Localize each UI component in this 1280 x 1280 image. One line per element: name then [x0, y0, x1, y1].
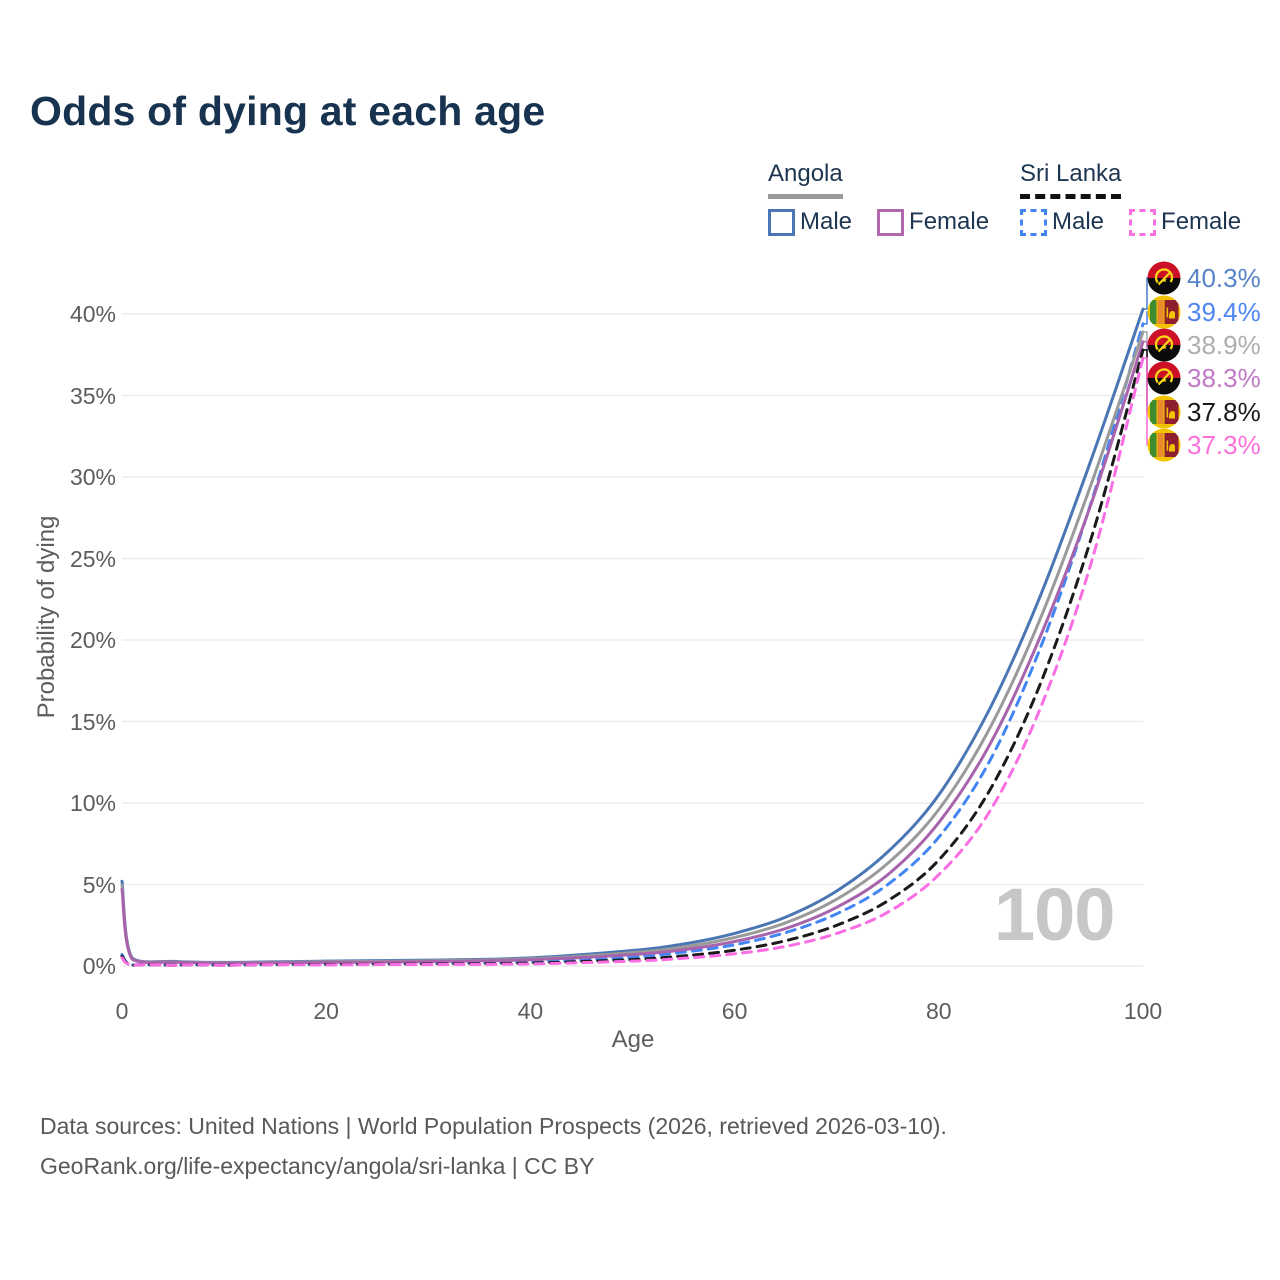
angola-flag-icon	[1147, 328, 1181, 362]
series-line-sri-lanka-male[interactable]	[120, 322, 1145, 967]
legend-group-srilanka: Sri Lanka Male Female	[1020, 160, 1261, 236]
y-tick-label: 35%	[69, 382, 116, 409]
legend-label-srilanka-male: Male	[1052, 208, 1105, 235]
legend-country-angola[interactable]: Angola	[768, 160, 843, 199]
x-tick-label: 40	[517, 998, 544, 1024]
y-tick-label: 20%	[69, 627, 116, 653]
legend-row-srilanka: Male Female	[1020, 208, 1261, 236]
sri-lanka-flag-icon	[1147, 395, 1181, 429]
footer: Data sources: United Nations | World Pop…	[40, 1106, 947, 1186]
srilanka-male-swatch-icon	[1020, 208, 1047, 236]
end-label-angola-female: 38.3%	[1147, 361, 1261, 395]
series-line-angola-male[interactable]	[120, 307, 1145, 964]
legend-label-angola-female: Female	[909, 208, 990, 235]
georank-link[interactable]: GeoRank.org/life-expectancy/angola/sri-l…	[40, 1153, 595, 1179]
sri-lanka-flag-icon	[1147, 428, 1181, 462]
end-label-angola-male: 40.3%	[1147, 261, 1261, 295]
y-tick-label: 5%	[82, 871, 116, 898]
angola-female-swatch-icon	[877, 208, 905, 236]
y-tick-label: 25%	[69, 545, 116, 572]
x-tick-label: 60	[721, 998, 748, 1024]
hover-age-watermark: 100	[994, 873, 1115, 956]
x-tick-label: 100	[1123, 998, 1163, 1024]
series-line-sri-lanka[interactable]	[120, 348, 1145, 967]
x-tick-label: 80	[926, 998, 952, 1024]
legend-row-angola: Male Female	[768, 208, 1009, 236]
end-label-sri-lanka: 37.8%	[1147, 395, 1261, 429]
legend-item-srilanka-female[interactable]: Female	[1129, 208, 1241, 236]
end-label-angola: 38.9%	[1147, 328, 1261, 362]
end-value: 37.3%	[1187, 429, 1261, 460]
angola-flag-icon	[1147, 361, 1181, 395]
end-value: 40.3%	[1187, 262, 1261, 293]
series-line-angola[interactable]	[120, 330, 1145, 965]
legend-label-angola-male: Male	[800, 208, 853, 235]
legend-country-srilanka[interactable]: Sri Lanka	[1020, 160, 1122, 199]
x-tick-label: 20	[313, 998, 339, 1024]
end-label-sri-lanka-female: 37.3%	[1147, 428, 1261, 462]
y-tick-label: 15%	[69, 708, 116, 735]
legend-item-angola-male[interactable]: Male	[768, 208, 852, 236]
angola-flag-icon	[1147, 261, 1181, 295]
sri-lanka-flag-icon	[1147, 295, 1181, 329]
x-axis-title: Age	[611, 1026, 655, 1053]
series-line-angola-female[interactable]	[120, 340, 1145, 965]
legend-item-srilanka-male[interactable]: Male	[1020, 208, 1104, 236]
legend-item-angola-female[interactable]: Female	[877, 208, 989, 236]
x-tick-label: 0	[115, 998, 129, 1024]
legend-group-angola: Angola Male Female	[768, 160, 1009, 236]
end-value: 38.9%	[1187, 329, 1261, 360]
y-tick-label: 30%	[69, 464, 116, 490]
page-title: Odds of dying at each age	[30, 88, 546, 134]
end-value: 38.3%	[1187, 362, 1261, 393]
y-axis-title: Probability of dying	[33, 515, 60, 719]
legend-label-srilanka-female: Female	[1161, 208, 1242, 235]
series-line-sri-lanka-female[interactable]	[120, 356, 1145, 968]
y-tick-label: 10%	[69, 790, 116, 816]
angola-male-swatch-icon	[768, 208, 795, 236]
y-tick-label: 40%	[69, 301, 116, 327]
srilanka-female-swatch-icon	[1129, 208, 1157, 236]
end-value: 39.4%	[1187, 296, 1261, 327]
end-value: 37.8%	[1187, 396, 1261, 427]
y-tick-label: 0%	[82, 953, 116, 979]
data-sources-text: Data sources: United Nations | World Pop…	[40, 1113, 947, 1139]
end-label-sri-lanka-male: 39.4%	[1147, 295, 1261, 329]
